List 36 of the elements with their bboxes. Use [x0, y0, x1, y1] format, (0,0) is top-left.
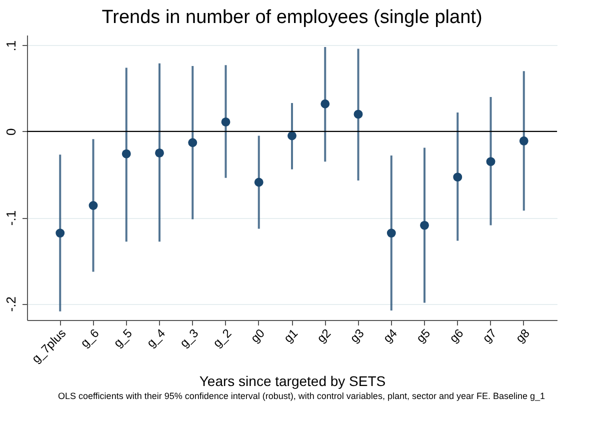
x-tick-label: g_6: [78, 326, 102, 350]
y-tick-label: .1: [4, 40, 18, 52]
point: [519, 136, 528, 146]
point: [88, 201, 98, 210]
point: [354, 110, 363, 119]
x-tick-label: g3: [347, 326, 367, 346]
x-tick-label: g1: [281, 326, 301, 346]
x-tick-label: g_3: [177, 326, 202, 350]
x-axis-title: Years since targeted by SETS: [199, 373, 386, 389]
point: [386, 228, 396, 238]
chart-title: Trends in number of employees (single plant): [102, 7, 482, 28]
y-tick-label: 0: [4, 128, 18, 136]
point: [486, 157, 496, 166]
x-tick-label: g8: [513, 326, 533, 346]
point: [254, 178, 264, 187]
point: [221, 118, 230, 126]
x-tick-label: g5: [414, 326, 434, 346]
x-tick-label: g6: [446, 326, 466, 346]
x-tick-label: g2: [314, 326, 334, 346]
point: [453, 172, 462, 182]
point: [122, 149, 131, 158]
text: OLS coefficients with their 95% confidence interval (robust), with control variables, plant, sector and year FE. Baseline g_1: [56, 391, 546, 401]
x-tick-label: g_4: [144, 326, 168, 350]
y-tick-label: -.2: [4, 296, 18, 312]
x-tick-label: g7: [480, 326, 500, 346]
point: [288, 131, 296, 140]
point: [420, 220, 429, 230]
x-tick-label: g_5: [110, 326, 136, 350]
point: [56, 228, 65, 238]
point: [155, 148, 164, 158]
point: [320, 99, 330, 108]
x-tick-label: g4: [380, 326, 400, 346]
x-tick-label: g0: [248, 326, 268, 346]
point: [188, 138, 198, 148]
x-tick-label: g_2: [210, 326, 234, 350]
y-tick-label: -.1: [4, 210, 18, 226]
